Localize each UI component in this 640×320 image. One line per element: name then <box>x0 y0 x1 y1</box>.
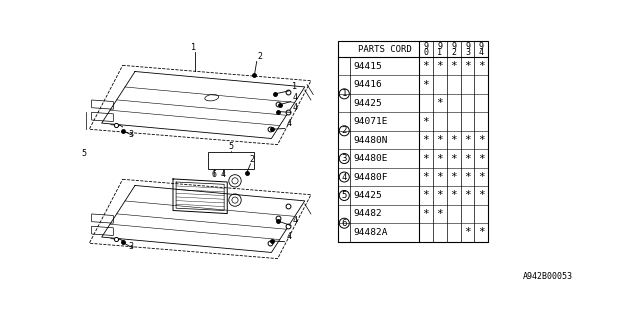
Text: 4: 4 <box>479 48 484 57</box>
Text: 94425: 94425 <box>353 99 382 108</box>
Text: *: * <box>464 135 471 145</box>
Text: *: * <box>436 61 443 71</box>
Text: 2: 2 <box>250 156 255 164</box>
Text: *: * <box>436 98 443 108</box>
Text: *: * <box>422 154 429 164</box>
Text: *: * <box>436 135 443 145</box>
Text: *: * <box>450 172 457 182</box>
Text: *: * <box>464 154 471 164</box>
Bar <box>208 152 254 169</box>
Text: *: * <box>478 61 485 71</box>
Text: 5: 5 <box>342 191 347 200</box>
Text: *: * <box>436 154 443 164</box>
Text: 94425: 94425 <box>353 191 382 200</box>
Text: 1: 1 <box>342 89 347 98</box>
Text: 9: 9 <box>423 42 428 52</box>
Text: *: * <box>464 172 471 182</box>
Text: *: * <box>478 228 485 237</box>
Text: 4: 4 <box>342 172 347 181</box>
Text: 2: 2 <box>257 52 262 61</box>
Text: 0: 0 <box>423 48 428 57</box>
Text: *: * <box>450 135 457 145</box>
Text: 94480E: 94480E <box>353 154 388 163</box>
Text: 4: 4 <box>292 103 298 112</box>
Text: 3: 3 <box>465 48 470 57</box>
Text: *: * <box>478 172 485 182</box>
Text: 2: 2 <box>342 126 347 135</box>
Text: 9: 9 <box>437 42 442 52</box>
Text: *: * <box>422 80 429 90</box>
Text: 9: 9 <box>479 42 484 52</box>
Text: *: * <box>464 228 471 237</box>
Text: *: * <box>478 190 485 200</box>
Text: 94480F: 94480F <box>353 172 388 181</box>
Bar <box>338 42 488 242</box>
Text: 2: 2 <box>451 48 456 57</box>
Text: *: * <box>450 190 457 200</box>
Text: 94482A: 94482A <box>353 228 388 237</box>
Text: *: * <box>478 135 485 145</box>
Text: *: * <box>436 190 443 200</box>
Text: 4: 4 <box>286 232 291 241</box>
Text: *: * <box>422 209 429 219</box>
Text: *: * <box>464 190 471 200</box>
Text: *: * <box>436 209 443 219</box>
Text: 3: 3 <box>342 154 347 163</box>
Text: 4: 4 <box>221 170 226 179</box>
Text: 3: 3 <box>129 242 134 252</box>
Text: *: * <box>422 61 429 71</box>
Text: 3: 3 <box>129 130 134 139</box>
Text: 94415: 94415 <box>353 62 382 71</box>
Text: *: * <box>464 61 471 71</box>
Text: 9: 9 <box>465 42 470 52</box>
Text: 9: 9 <box>451 42 456 52</box>
Text: *: * <box>450 154 457 164</box>
Text: *: * <box>422 190 429 200</box>
Text: *: * <box>422 116 429 126</box>
Text: *: * <box>422 172 429 182</box>
Text: 94482: 94482 <box>353 210 382 219</box>
Text: 6: 6 <box>212 170 217 179</box>
Text: 94071E: 94071E <box>353 117 388 126</box>
Text: 1: 1 <box>292 82 298 91</box>
Text: 94416: 94416 <box>353 80 382 89</box>
Text: 6: 6 <box>342 219 347 228</box>
Text: *: * <box>450 61 457 71</box>
Text: *: * <box>478 154 485 164</box>
Text: 4: 4 <box>286 119 291 128</box>
Text: 5: 5 <box>81 149 86 158</box>
Text: PARTS CORD: PARTS CORD <box>358 45 412 54</box>
Text: 4: 4 <box>292 216 298 225</box>
Text: *: * <box>436 172 443 182</box>
Text: 1: 1 <box>191 43 196 52</box>
Text: 94480N: 94480N <box>353 136 388 145</box>
Text: 4: 4 <box>292 93 298 102</box>
Text: 5: 5 <box>228 142 234 151</box>
Text: *: * <box>422 135 429 145</box>
Text: A942B00053: A942B00053 <box>523 272 573 281</box>
Text: 1: 1 <box>437 48 442 57</box>
